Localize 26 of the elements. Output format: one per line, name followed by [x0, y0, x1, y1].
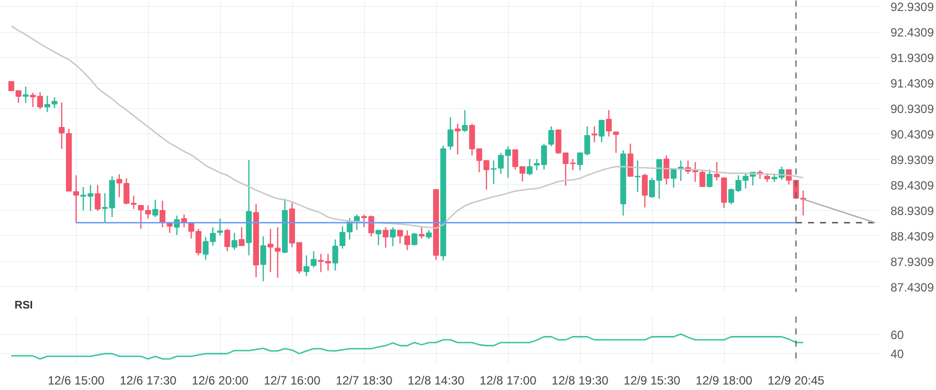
y-tick-label: 92.4309 [890, 26, 934, 40]
y-tick-label: 87.4309 [890, 280, 934, 294]
y-tick-label: 90.4309 [890, 127, 934, 142]
x-tick-label: 12/7 18:30 [336, 374, 393, 388]
y-tick-label: 60 [890, 328, 904, 342]
x-tick-label: 12/8 17:00 [480, 374, 537, 388]
x-tick-label: 12/6 20:00 [192, 374, 249, 388]
y-tick-label: 91.9309 [890, 51, 934, 66]
x-tick-label: 12/7 16:00 [264, 374, 321, 388]
x-tick-label: 12/9 18:00 [696, 374, 753, 388]
chart-title: RSI [14, 300, 33, 312]
y-tick-label: 88.9309 [890, 204, 934, 218]
y-tick-label: 87.9309 [890, 254, 934, 269]
y-tick-label: 89.4309 [890, 178, 934, 192]
y-tick-label: 90.9309 [890, 102, 934, 116]
y-tick-label: 89.9309 [890, 152, 934, 167]
x-tick-label: 12/8 19:30 [552, 374, 609, 388]
x-tick-label: 12/9 15:30 [624, 374, 681, 388]
x-tick-label: 12/8 14:30 [408, 374, 465, 388]
x-tick-label: 12/6 17:30 [120, 374, 177, 388]
x-tick-label: 12/9 20:45 [768, 374, 825, 388]
y-tick-label: 88.4309 [890, 229, 934, 244]
y-tick-label: 40 [890, 347, 904, 362]
x-tick-label: 12/6 15:00 [48, 374, 105, 388]
y-tick-label: 91.4309 [890, 76, 934, 91]
y-tick-label: 92.9309 [890, 0, 934, 14]
